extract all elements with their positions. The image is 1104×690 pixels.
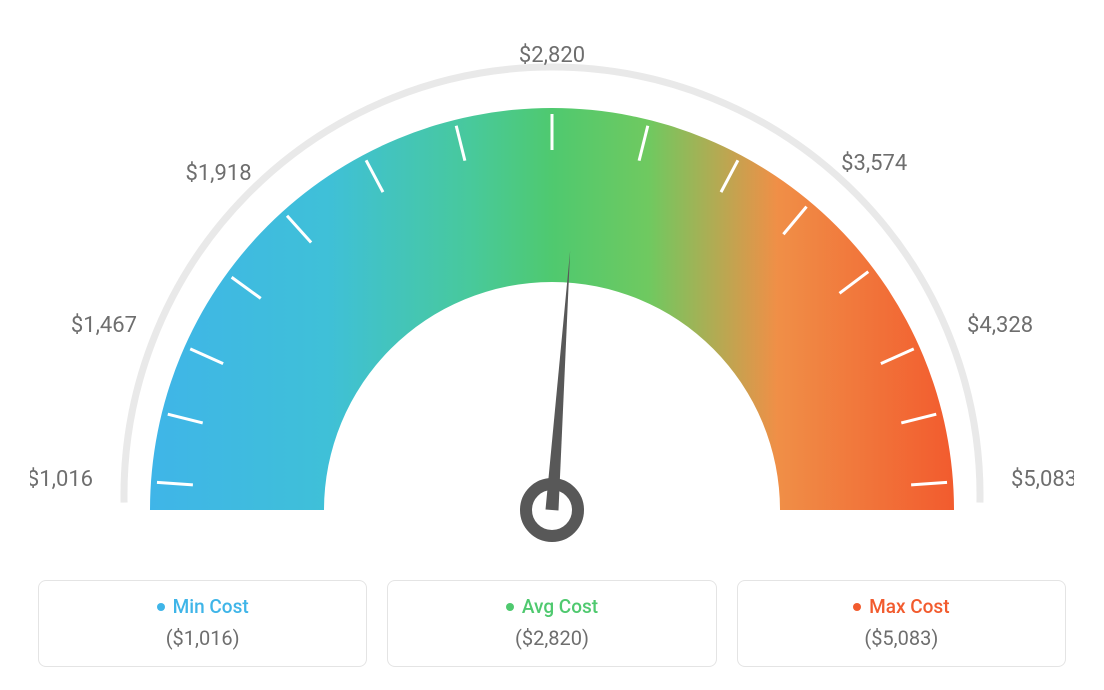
gauge-tick-label: $1,016 xyxy=(30,467,93,492)
legend-avg-value: ($2,820) xyxy=(406,626,697,650)
legend-card-avg: Avg Cost ($2,820) xyxy=(387,580,716,667)
gauge-tick-label: $1,467 xyxy=(71,313,137,338)
legend-card-max: Max Cost ($5,083) xyxy=(737,580,1066,667)
legend-max-value: ($5,083) xyxy=(756,626,1047,650)
legend-dot-avg xyxy=(506,603,514,611)
gauge-needle xyxy=(546,251,571,511)
legend-min-header: Min Cost xyxy=(57,595,348,618)
legend-min-label: Min Cost xyxy=(173,595,249,618)
legend-max-label: Max Cost xyxy=(869,595,949,618)
legend-row: Min Cost ($1,016) Avg Cost ($2,820) Max … xyxy=(30,580,1074,667)
legend-avg-header: Avg Cost xyxy=(406,595,697,618)
gauge-area: $1,016 $1,467 $1,918 $2,820 $3,574 $4,328 $5,0… xyxy=(30,10,1074,570)
legend-max-header: Max Cost xyxy=(756,595,1047,618)
gauge-svg: $1,016 $1,467 $1,918 $2,820 $3,574 $4,328 $5,0… xyxy=(30,10,1074,570)
gauge-tick-label: $5,083 xyxy=(1011,467,1074,492)
legend-avg-label: Avg Cost xyxy=(522,595,598,618)
gauge-tick-label: $2,820 xyxy=(519,43,585,68)
legend-dot-min xyxy=(157,603,165,611)
gauge-tick-label: $3,574 xyxy=(841,151,907,176)
chart-container: $1,016 $1,467 $1,918 $2,820 $3,574 $4,328 $5,0… xyxy=(0,0,1104,690)
gauge-tick-label: $4,328 xyxy=(967,313,1033,338)
gauge-tick-label: $1,918 xyxy=(185,161,251,186)
legend-dot-max xyxy=(853,603,861,611)
legend-card-min: Min Cost ($1,016) xyxy=(38,580,367,667)
legend-min-value: ($1,016) xyxy=(57,626,348,650)
